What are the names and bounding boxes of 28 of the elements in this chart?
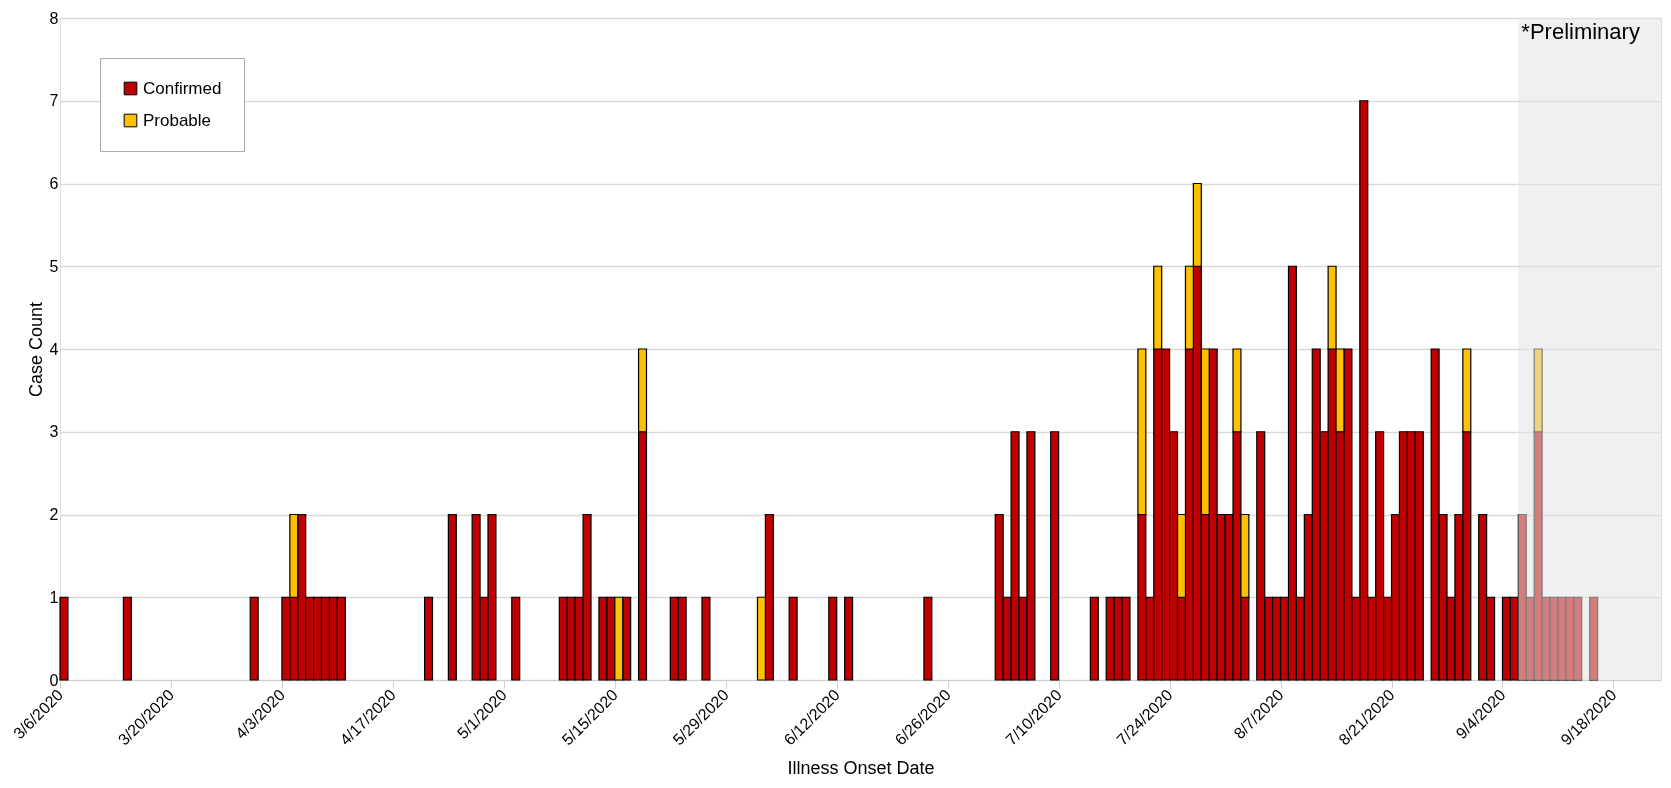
y-tick-label: 4 bbox=[49, 340, 59, 358]
y-tick-label: 1 bbox=[49, 588, 59, 606]
y-tick-label: 8 bbox=[49, 9, 59, 27]
bar bbox=[511, 596, 521, 681]
bar bbox=[423, 596, 434, 681]
y-tick-label: 0 bbox=[49, 671, 59, 689]
y-tick-label: 6 bbox=[49, 175, 59, 192]
legend-label: Probable bbox=[143, 110, 212, 130]
bar bbox=[59, 596, 69, 681]
bar bbox=[828, 596, 838, 681]
bar bbox=[1050, 431, 1060, 681]
bar bbox=[1589, 596, 1599, 681]
band-label: *Preliminary bbox=[1521, 19, 1640, 44]
y-tick-label: 2 bbox=[49, 506, 59, 523]
y-tick-label: 7 bbox=[49, 92, 59, 110]
bar bbox=[122, 596, 132, 681]
x-axis-title: Illness Onset Date bbox=[787, 758, 935, 779]
legend-label: Confirmed bbox=[143, 78, 222, 98]
bar bbox=[1089, 596, 1099, 681]
bar bbox=[788, 596, 798, 681]
y-axis-title: Case Count bbox=[25, 301, 46, 398]
y-tick-label: 5 bbox=[49, 257, 59, 275]
bar bbox=[923, 596, 933, 681]
bar bbox=[844, 596, 854, 681]
bar bbox=[447, 513, 457, 681]
y-tick-label: 3 bbox=[49, 423, 59, 441]
bar bbox=[701, 596, 711, 681]
bar bbox=[249, 596, 259, 681]
